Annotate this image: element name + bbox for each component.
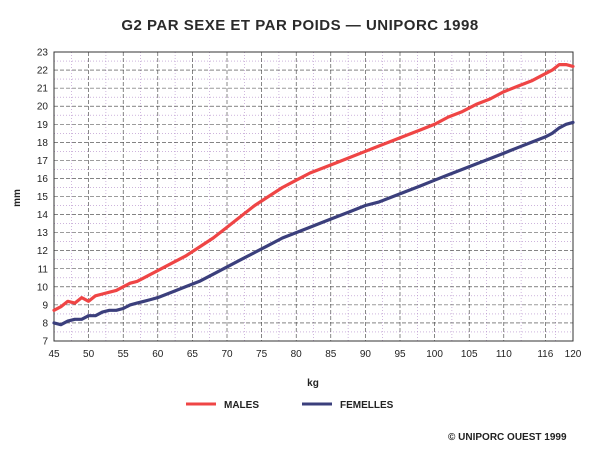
legend-label-femelles: FEMELLES (340, 400, 394, 411)
y-tick-label: 14 (37, 210, 49, 221)
y-tick-label: 16 (37, 174, 49, 185)
x-tick-label: 65 (187, 349, 199, 360)
legend: MALES FEMELLES (186, 400, 394, 411)
y-tick-label: 19 (37, 120, 49, 131)
series-line-femelles (52, 120, 575, 327)
x-tick-label: 100 (426, 349, 443, 360)
y-axis-label: mm (12, 189, 23, 207)
y-tick-label: 18 (37, 138, 49, 149)
x-tick-label: 70 (221, 349, 233, 360)
y-tick-label: 8 (42, 318, 48, 329)
y-tick-label: 10 (37, 282, 49, 293)
y-tick-label: 7 (42, 337, 48, 348)
x-tick-label: 110 (496, 349, 512, 360)
series-layer (52, 62, 575, 327)
x-tick-label: 60 (152, 349, 164, 360)
y-tick-label: 22 (37, 66, 49, 77)
x-tick-label: 80 (291, 349, 303, 360)
x-tick-label: 45 (48, 349, 60, 360)
x-tick-label: 55 (118, 349, 130, 360)
x-tick-label: 90 (360, 349, 372, 360)
x-tick-label: 85 (325, 349, 337, 360)
y-tick-label: 23 (37, 48, 49, 59)
grid (53, 51, 574, 342)
y-tick-label: 11 (38, 264, 49, 275)
copyright-credit: © UNIPORC OUEST 1999 (448, 432, 567, 443)
x-tick-label: 105 (461, 349, 478, 360)
x-axis-label: kg (307, 378, 319, 389)
x-tick-label: 120 (565, 349, 582, 360)
x-tick-label: 75 (256, 349, 268, 360)
series-line-males (52, 62, 575, 312)
y-tick-label: 9 (42, 300, 48, 311)
y-tick-label: 17 (37, 156, 49, 167)
chart-title: G2 PAR SEXE ET PAR POIDS — UNIPORC 1998 (121, 17, 478, 34)
y-tick-label: 20 (37, 102, 49, 113)
x-tick-label: 116 (537, 349, 553, 360)
y-tick-label: 12 (37, 246, 49, 257)
y-tick-label: 15 (37, 192, 49, 203)
plot-frame (53, 51, 574, 342)
legend-label-males: MALES (224, 400, 259, 411)
x-tick-label: 95 (394, 349, 406, 360)
y-tick-label: 21 (37, 84, 49, 95)
y-tick-label: 13 (37, 228, 49, 239)
x-tick-label: 50 (83, 349, 95, 360)
tick-labels: 7 8 9 10 11 12 13 14 15 16 17 18 19 20 21 22 23 45 50 55 60 6… (37, 48, 582, 361)
